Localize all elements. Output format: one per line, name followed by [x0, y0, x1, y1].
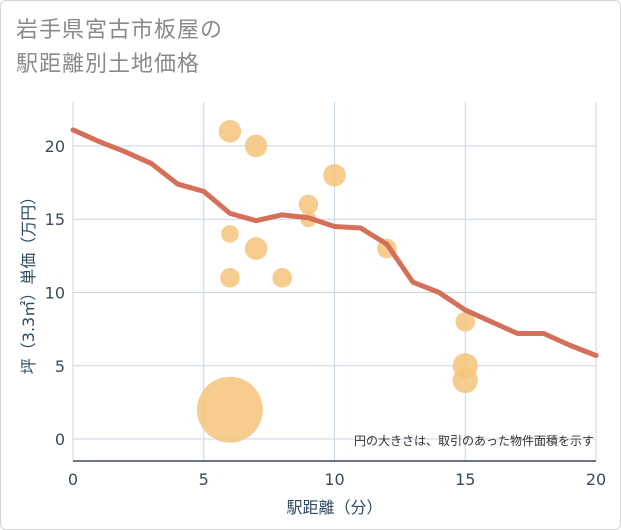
bubble-point: [218, 119, 242, 143]
y-tick-label: 5: [55, 357, 65, 376]
bubble-point: [298, 194, 319, 215]
y-tick-label: 15: [45, 210, 65, 229]
bubble-series: [196, 119, 478, 443]
y-tick-label: 10: [45, 283, 65, 302]
x-tick-label: 0: [68, 470, 78, 489]
chart-title-line-1: 岩手県宮古市板屋の: [16, 18, 224, 43]
bubble-point: [244, 237, 268, 260]
chart-title-line-2: 駅距離別土地価格: [16, 52, 201, 77]
bubble-point: [455, 311, 476, 332]
bubble-point: [221, 225, 239, 243]
bubble-point: [220, 268, 240, 288]
y-axis-title: 坪（3.3㎡）単価（万円）: [19, 189, 38, 374]
grid-lines: [72, 102, 597, 461]
chart-title: 岩手県宮古市板屋の 駅距離別土地価格: [16, 14, 223, 82]
bubble-size-note: 円の大きさは、取引のあった物件面積を示す: [354, 433, 594, 448]
x-tick-label: 20: [586, 470, 606, 489]
x-tick-label: 10: [324, 470, 344, 489]
tick-labels: 0 5 10 15 20 0 5 10 15 20: [45, 137, 607, 489]
bubble-point: [272, 268, 292, 288]
x-axis-title: 駅距離（分）: [286, 498, 382, 517]
x-tick-label: 15: [455, 470, 475, 489]
bubble-point: [196, 376, 263, 443]
x-tick-label: 5: [199, 470, 209, 489]
bubble-point: [452, 367, 478, 394]
trend-line: [70, 127, 599, 358]
bubble-point: [244, 134, 268, 158]
bubble-point: [323, 163, 346, 187]
y-tick-label: 20: [45, 137, 65, 156]
y-tick-label: 0: [55, 430, 65, 449]
